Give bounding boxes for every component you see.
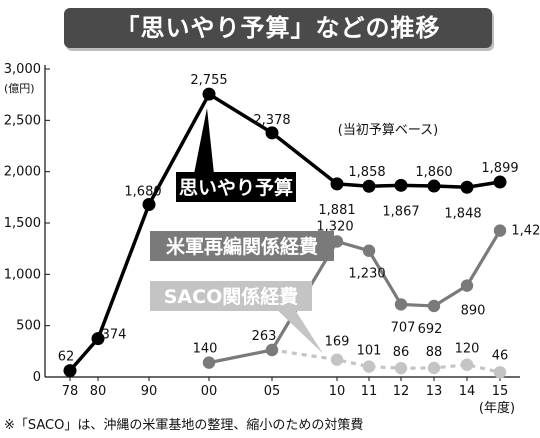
series-legend-label: 米軍再編関係経費 [166, 235, 318, 258]
series-point-2 [362, 360, 376, 373]
series-point-1 [202, 356, 216, 369]
series-legend-box [150, 281, 312, 311]
x-tick-label: 05 [264, 384, 281, 399]
data-label: 1,860 [415, 165, 452, 180]
data-label: 1,867 [382, 204, 419, 219]
footnote: ※「SACO」は、沖縄の米軍基地の整理、縮小のための対策費 [4, 418, 364, 433]
series-point-0 [427, 179, 441, 193]
budget-basis-note: (当初予算ベース) [338, 123, 439, 138]
x-tick-label: 10 [329, 384, 346, 399]
series-point-0 [91, 332, 105, 346]
data-label: 88 [426, 345, 443, 360]
series-point-2 [460, 358, 474, 371]
series-legend-box [176, 172, 296, 202]
series-legend-label: 思いやり予算 [179, 176, 293, 199]
series-point-0 [460, 180, 474, 194]
series-point-1 [460, 279, 474, 292]
data-label: 86 [393, 345, 410, 360]
series-point-2 [330, 353, 344, 366]
data-label: 120 [455, 342, 480, 357]
y-axis-unit: (億円) [4, 82, 35, 95]
data-label: 1,881 [318, 203, 355, 218]
series-point-1 [394, 298, 408, 311]
y-tick-label: 2,000 [4, 165, 41, 180]
series-point-0 [265, 126, 279, 140]
data-label: 1,426 [511, 224, 540, 239]
y-tick-label: 1,000 [4, 267, 41, 282]
series-line-1 [208, 229, 502, 365]
series-point-0 [394, 178, 408, 192]
data-label: 169 [325, 335, 350, 350]
data-label: 263 [252, 329, 277, 344]
y-tick-label: 500 [16, 319, 41, 334]
data-label: 1,858 [348, 165, 385, 180]
series-point-0 [362, 179, 376, 193]
y-tick-label: 2,500 [4, 113, 41, 128]
series-point-0 [202, 87, 216, 101]
data-label: 1,899 [481, 161, 518, 176]
y-tick-label: 3,000 [4, 62, 41, 77]
data-label: 890 [461, 304, 486, 319]
data-label: 140 [193, 342, 218, 357]
data-label: 1,848 [444, 206, 481, 221]
series-point-1 [427, 299, 441, 313]
callout-pointer [194, 108, 214, 174]
data-label: 692 [418, 322, 443, 337]
data-label: 62 [58, 350, 75, 365]
x-tick-label: 80 [90, 384, 107, 399]
data-label: 2,378 [253, 113, 290, 128]
data-label: 2,755 [190, 73, 227, 88]
data-label: 1,320 [316, 219, 353, 234]
series-point-0 [330, 177, 344, 191]
series-legend-box [150, 231, 334, 261]
series-point-2 [394, 361, 408, 375]
series-point-2 [493, 366, 507, 379]
x-tick-label: 12 [393, 384, 410, 399]
x-tick-label: 78 [62, 384, 79, 399]
data-label: 1,680 [124, 185, 161, 200]
data-label: 101 [357, 344, 382, 359]
x-tick-label: 90 [141, 384, 158, 399]
x-axis-unit: (年度) [479, 400, 515, 416]
x-tick-label: 11 [361, 384, 378, 399]
data-label: 374 [102, 328, 127, 343]
chart-title: 「思いやり予算」などの推移 [64, 8, 492, 48]
x-tick-label: 00 [201, 384, 218, 399]
x-tick-label: 15 [492, 384, 509, 399]
data-label: 46 [492, 348, 509, 363]
series-point-1 [265, 343, 279, 357]
x-tick-label: 14 [459, 384, 476, 399]
series-point-1 [493, 224, 507, 237]
y-tick-label: 0 [33, 370, 41, 385]
series-point-0 [142, 198, 156, 212]
series-point-0 [493, 175, 507, 189]
series-point-0 [63, 364, 77, 378]
series-point-1 [362, 244, 376, 257]
series-legend-label: SACO関係経費 [164, 285, 299, 308]
data-label: 707 [391, 320, 416, 335]
x-tick-label: 13 [426, 384, 443, 399]
series-point-2 [427, 361, 441, 375]
callout-pointer [272, 305, 323, 354]
y-tick-label: 1,500 [4, 216, 41, 231]
data-label: 1,230 [348, 267, 385, 282]
